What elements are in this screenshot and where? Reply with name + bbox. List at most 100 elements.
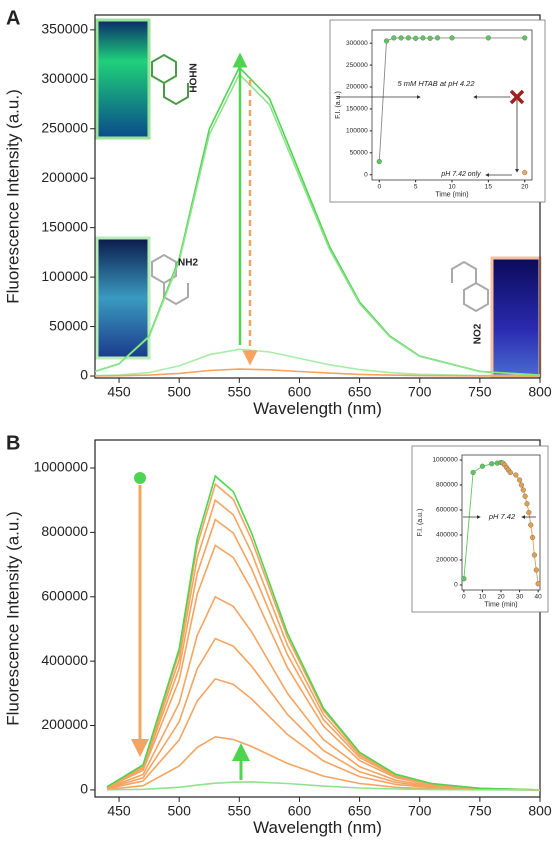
cuvette-photo	[490, 256, 542, 378]
data-point	[420, 35, 426, 41]
x-axis-label: Time (min)	[484, 601, 517, 608]
panel-label: A	[6, 7, 20, 29]
data-point	[479, 463, 486, 469]
x-tick-label: 20	[521, 184, 529, 191]
series-line	[95, 72, 540, 376]
data-point	[470, 469, 476, 476]
annotation: pH 7.42	[488, 512, 516, 521]
y-tick-label: 100000	[41, 268, 88, 284]
y-tick-label: 800000	[436, 482, 458, 489]
inset-box	[411, 445, 549, 613]
molecule	[451, 260, 489, 313]
y-tick-label: 0	[364, 171, 368, 178]
data-point	[524, 501, 530, 507]
series-line	[106, 781, 540, 791]
data-point	[507, 469, 513, 476]
x-tick-label: 500	[168, 383, 192, 399]
x-tick-label: 700	[408, 383, 432, 399]
y-tick-label: 400000	[436, 532, 458, 539]
y-tick-label: 250000	[346, 62, 368, 69]
plot-frame	[371, 29, 533, 181]
x-tick-label: 500	[168, 802, 192, 818]
x-tick-label: 800	[528, 383, 552, 399]
data-point	[522, 35, 528, 41]
annotation: pH 7.42 only	[440, 171, 481, 178]
data-point	[522, 169, 528, 176]
x-tick-label: 30	[516, 594, 524, 601]
start-dot	[134, 472, 146, 484]
x-tick-label: 750	[468, 802, 492, 818]
series-line	[106, 637, 540, 791]
y-tick-label: 100000	[346, 128, 368, 135]
cross-symbol	[509, 89, 525, 105]
series-line	[106, 677, 540, 791]
y-axis-label: Fluorescence Intensity (a.u.)	[3, 511, 22, 725]
data-point	[529, 534, 536, 541]
annotation: NO2	[473, 323, 484, 344]
y-tick-label: 150000	[346, 106, 368, 113]
data-point	[391, 35, 397, 41]
y-tick-label: 200000	[436, 557, 458, 564]
data-point	[376, 158, 382, 165]
y-tick-label: 1000000	[432, 457, 458, 464]
y-tick-label: 50000	[350, 150, 368, 157]
y-tick-label: 200000	[346, 84, 368, 91]
x-tick-label: 650	[348, 383, 372, 399]
y-tick-label: 800000	[41, 523, 88, 539]
y-tick-label: 0	[454, 582, 458, 589]
x-tick-label: 5	[414, 184, 418, 191]
y-tick-label: 150000	[41, 218, 88, 234]
y-tick-label: 0	[80, 367, 88, 383]
x-tick-label: 550	[228, 383, 252, 399]
plot-frame	[461, 454, 541, 591]
data-point	[398, 35, 404, 41]
data-point	[513, 472, 519, 478]
x-tick-label: 450	[107, 802, 131, 818]
data-point	[427, 35, 433, 41]
x-tick-label: 700	[408, 802, 432, 818]
y-tick-label: 50000	[49, 317, 88, 333]
data-point	[531, 552, 538, 558]
x-axis-label: Wavelength (nm)	[253, 818, 382, 837]
data-point	[489, 461, 495, 467]
x-tick-label: 800	[528, 802, 552, 818]
y-tick-label: 350000	[41, 21, 88, 37]
data-point	[522, 493, 528, 499]
data-point	[528, 522, 534, 528]
cuvette-photo	[95, 236, 151, 360]
inset-box	[329, 19, 546, 203]
data-point	[383, 38, 390, 44]
plots: 450 500 550 600 650 700 750 8000500001000001500…	[3, 7, 551, 837]
y-tick-label: 0	[80, 781, 88, 797]
series-group	[106, 474, 540, 791]
y-tick-label: 200000	[41, 169, 88, 185]
data-point	[533, 567, 539, 573]
y-tick-label: 1000000	[34, 459, 89, 475]
x-tick-label: 15	[485, 184, 493, 191]
x-tick-label: 40	[535, 594, 543, 601]
annotation: 5 mM HTAB at pH 4.22	[398, 79, 476, 88]
x-tick-label: 600	[288, 383, 312, 399]
y-tick-label: 600000	[436, 507, 458, 514]
y-tick-label: 400000	[41, 652, 88, 668]
x-axis-label: Time (min)	[435, 191, 468, 198]
annotation: NHOH	[186, 63, 197, 92]
molecule	[151, 253, 189, 306]
y-axis-label: Fluorescence Intensity (a.u.)	[3, 89, 22, 303]
x-tick-label: 600	[288, 802, 312, 818]
panel: 0 10 20 30 40 0 200000 400000 600000 800000 100000…	[411, 445, 549, 613]
plot-frame	[94, 439, 541, 798]
series-line	[95, 348, 540, 377]
x-axis-label: Wavelength (nm)	[253, 399, 382, 418]
data-point	[461, 576, 467, 582]
data-point	[485, 35, 491, 41]
x-tick-label: 650	[348, 802, 372, 818]
cuvette-photo	[95, 18, 151, 140]
x-tick-label: 550	[228, 802, 252, 818]
annotation: NH2	[178, 258, 198, 269]
y-tick-label: 250000	[41, 119, 88, 135]
panel: 450 500 550 600 650 700 750 800 0 200000 400000 600…	[3, 432, 551, 837]
data-point	[526, 509, 532, 516]
series-line	[106, 544, 540, 791]
